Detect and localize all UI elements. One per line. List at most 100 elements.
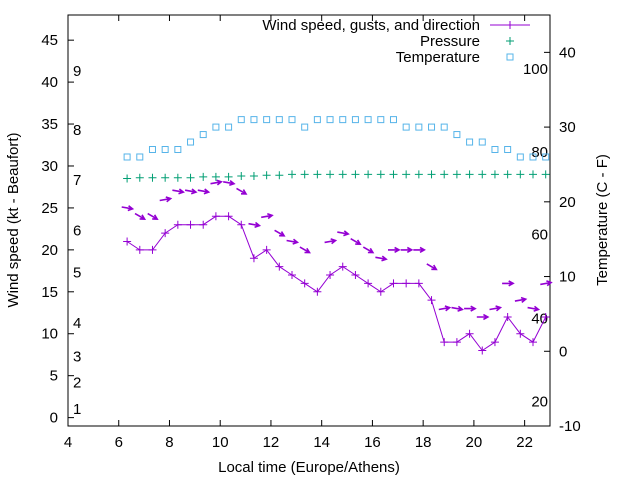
gust-arrow xyxy=(514,296,528,304)
y-tick-label: 25 xyxy=(41,200,58,217)
wind-speed-point xyxy=(503,312,512,321)
pressure-point xyxy=(224,172,233,181)
plot-frame xyxy=(67,14,551,427)
pressure-point xyxy=(161,173,170,182)
wind-speed-point xyxy=(199,220,208,229)
temperature-point xyxy=(313,116,321,124)
gust-arrow xyxy=(502,280,515,287)
wind-speed-series xyxy=(123,212,550,355)
y-tick-label: 15 xyxy=(41,284,58,301)
pressure-point xyxy=(326,170,335,179)
y-axis-label: Wind speed (kt - Beaufort) xyxy=(5,132,22,307)
y-tick-label: 30 xyxy=(41,158,58,175)
wind-speed-point xyxy=(275,262,284,271)
temperature-point xyxy=(542,153,550,161)
temperature-series xyxy=(123,116,550,161)
temperature-point xyxy=(415,123,423,131)
beaufort-label: 8 xyxy=(73,122,81,139)
temperature-point xyxy=(466,138,474,146)
temperature-point xyxy=(389,116,397,124)
ticks-layer: 4 6 8 10 12 14 16 18 20 22051015202530354045-1001… xyxy=(41,15,581,451)
gust-arrow xyxy=(527,305,541,312)
pressure-point xyxy=(414,170,423,179)
wind-speed-point xyxy=(402,279,411,288)
x-tick-label: 20 xyxy=(466,434,483,451)
pressure-point xyxy=(478,170,487,179)
x-tick-label: 4 xyxy=(64,434,72,451)
wind-speed-point xyxy=(427,296,436,305)
legend-label-wind: Wind speed, gusts, and direction xyxy=(262,17,480,34)
y2-tick-label: 20 xyxy=(559,194,576,211)
y2-tick-label: -10 xyxy=(559,418,581,435)
temperature-point xyxy=(516,153,524,161)
legend-label-pressure: Pressure xyxy=(420,33,480,50)
pressure-point xyxy=(351,170,360,179)
temperature-point xyxy=(402,123,410,131)
wind-speed-point xyxy=(313,287,322,296)
gust-arrow xyxy=(540,280,553,287)
fahrenheit-label: 80 xyxy=(531,144,548,161)
y2-tick-label: 10 xyxy=(559,269,576,286)
wind-speed-point xyxy=(249,254,258,263)
temperature-point xyxy=(263,116,271,124)
x-tick-label: 18 xyxy=(415,434,432,451)
y-tick-label: 45 xyxy=(41,32,58,49)
gust-arrow xyxy=(274,229,286,237)
temperature-point xyxy=(326,116,334,124)
gust-arrow xyxy=(184,188,198,195)
temperature-point xyxy=(237,116,245,124)
wind-speed-point xyxy=(326,271,335,280)
gust-arrow xyxy=(134,212,147,220)
temperature-point xyxy=(225,123,233,131)
wind-speed-point xyxy=(440,338,449,347)
gust-arrow xyxy=(413,246,426,253)
pressure-point xyxy=(490,170,499,179)
gust-arrow xyxy=(248,221,262,228)
pressure-point xyxy=(465,170,474,179)
gust-arrow xyxy=(426,263,438,271)
gust-arrow xyxy=(197,188,211,195)
pressure-point xyxy=(186,173,195,182)
pressure-point xyxy=(516,170,525,179)
temperature-point xyxy=(250,116,258,124)
pressure-point xyxy=(199,172,208,181)
beaufort-layer: 1 2 3 4 5 6 7 8 9 xyxy=(73,63,81,418)
wind-speed-point xyxy=(414,279,423,288)
y2-tick-label: 40 xyxy=(559,44,576,61)
temperature-point xyxy=(123,153,131,161)
x-tick-label: 14 xyxy=(313,434,330,451)
temperature-point xyxy=(364,116,372,124)
pressure-point xyxy=(529,170,538,179)
x-tick-label: 6 xyxy=(115,434,123,451)
pressure-point xyxy=(135,173,144,182)
temperature-point xyxy=(212,123,220,131)
gust-arrow xyxy=(286,238,300,245)
wind-speed-point xyxy=(161,229,170,238)
gust-arrow xyxy=(451,305,464,312)
y-tick-label: 20 xyxy=(41,242,58,259)
temperature-point xyxy=(288,116,296,124)
pressure-point xyxy=(427,170,436,179)
wind-speed-point xyxy=(465,329,474,338)
wind-speed-point xyxy=(490,338,499,347)
temperature-point xyxy=(136,153,144,161)
gust-arrow xyxy=(388,246,401,254)
fahrenheit-label: 20 xyxy=(531,393,548,410)
pressure-point xyxy=(541,170,550,179)
pressure-series xyxy=(123,170,550,183)
wind-speed-point xyxy=(224,212,233,221)
temperature-point xyxy=(529,153,537,161)
temperature-point xyxy=(453,131,461,139)
temperature-point xyxy=(301,123,309,131)
pressure-point xyxy=(211,172,220,181)
series-layer xyxy=(121,116,553,355)
temperature-point xyxy=(148,146,156,154)
y-tick-label: 40 xyxy=(41,74,58,91)
y-tick-label: 0 xyxy=(50,410,58,427)
wind-speed-point xyxy=(529,338,538,347)
wind-speed-point xyxy=(376,287,385,296)
gust-arrow xyxy=(210,179,223,186)
x-tick-label: 16 xyxy=(364,434,381,451)
pressure-point xyxy=(503,170,512,179)
beaufort-label: 5 xyxy=(73,265,81,282)
